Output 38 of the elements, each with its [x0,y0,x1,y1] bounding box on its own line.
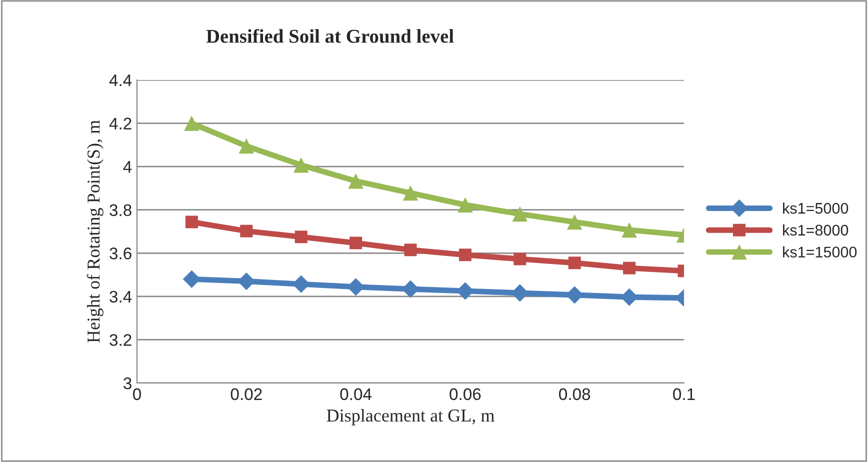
x-tick-label: 0.1 [673,388,695,400]
point [294,230,308,244]
point [512,206,528,222]
x-tick-label: 0.04 [340,388,372,400]
point [404,244,417,256]
y-tick-label: 3.6 [110,248,132,260]
point [566,214,582,230]
point [458,197,473,213]
x-tick-label: 0.02 [230,388,262,400]
point [623,262,636,274]
y-tick-label: 3.2 [110,334,132,346]
x-axis-title: Displacement at GL, m [326,408,494,426]
legend-label: ks1=5000 [783,202,848,214]
point [348,173,364,189]
point [238,138,254,154]
y-axis-title: Height of Rotating Point(S), m [86,120,104,343]
point [622,222,637,238]
x-tick-label: 0 [133,388,141,400]
point [185,216,198,228]
x-tick-label: 0.08 [559,388,590,400]
y-tick-label: 3.8 [110,204,132,216]
point [184,116,200,131]
point [514,252,526,266]
y-tick-label: 3 [124,377,132,390]
point [402,185,418,201]
y-tick-label: 4 [123,161,132,173]
point [293,157,309,173]
point [240,224,253,238]
x-tick-label: 0.06 [450,388,481,400]
y-tick-label: 4.4 [109,74,132,86]
y-tick-label: 3.4 [110,290,132,303]
chart-title: Densified Soil at Ground level [206,28,454,43]
y-tick-label: 4.2 [109,118,132,130]
point [458,248,472,262]
point [568,256,581,270]
legend-label: ks1=8000 [783,224,848,236]
point [350,236,362,250]
legend-label: ks1=15000 [783,246,857,258]
